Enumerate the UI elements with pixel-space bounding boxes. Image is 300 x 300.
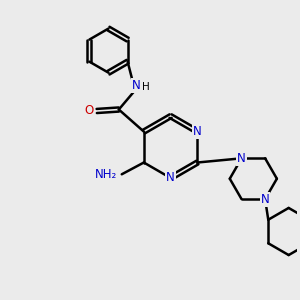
Text: O: O bbox=[84, 104, 93, 118]
Text: N: N bbox=[193, 125, 202, 138]
Text: NH₂: NH₂ bbox=[95, 168, 117, 181]
Text: H: H bbox=[142, 82, 150, 92]
Text: N: N bbox=[237, 152, 246, 165]
Text: N: N bbox=[132, 79, 141, 92]
Text: N: N bbox=[166, 172, 175, 184]
Text: N: N bbox=[261, 193, 269, 206]
